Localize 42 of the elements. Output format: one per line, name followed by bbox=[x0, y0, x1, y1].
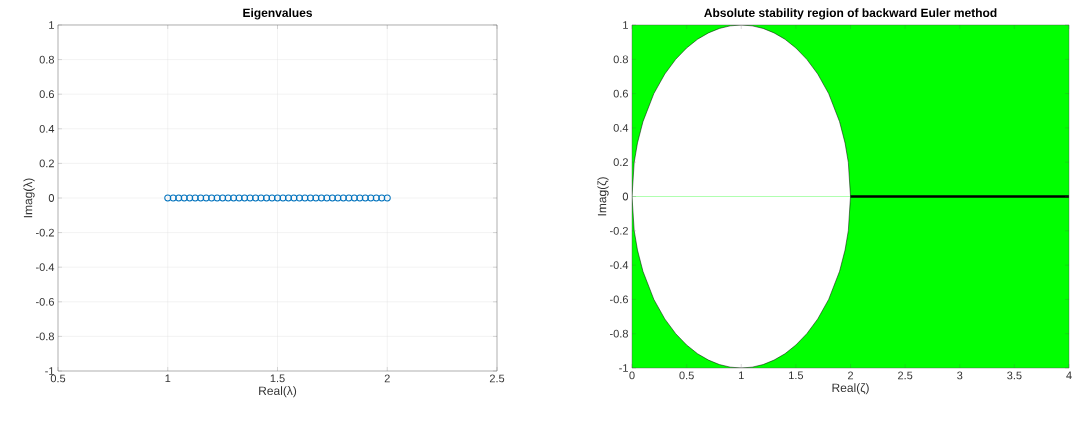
x-tick-label: 2.5 bbox=[489, 374, 505, 383]
y-tick-label: -0.8 bbox=[610, 329, 628, 338]
y-tick-label: 0.8 bbox=[613, 55, 628, 64]
y-tick-label: -0.2 bbox=[610, 226, 628, 235]
x-axis-title: Real(ζ) bbox=[832, 383, 869, 395]
y-axis-title: Imag(λ) bbox=[23, 178, 35, 218]
y-tick-label: -0.6 bbox=[610, 295, 628, 304]
x-tick-label: 2.5 bbox=[898, 371, 913, 380]
x-tick-label: 2 bbox=[848, 371, 854, 380]
chart-title: Eigenvalues bbox=[243, 8, 313, 20]
chart-title: Absolute stability region of backward Euler method bbox=[704, 8, 997, 20]
y-tick-label: 1 bbox=[623, 21, 628, 29]
y-tick-label: -0.4 bbox=[36, 263, 55, 272]
y-tick-label: -0.2 bbox=[36, 228, 54, 237]
x-tick-label: 2 bbox=[384, 374, 390, 383]
y-tick-label: 0.4 bbox=[613, 124, 629, 132]
x-tick-label: 1.5 bbox=[789, 371, 804, 380]
y-tick-label: 0 bbox=[48, 194, 55, 202]
y-tick-label: -0.4 bbox=[610, 261, 629, 269]
y-axis-title: Imag(ζ) bbox=[597, 177, 609, 216]
x-tick-label: 0.5 bbox=[679, 371, 694, 380]
y-tick-label: -1 bbox=[45, 367, 54, 375]
x-tick-label: 1 bbox=[739, 371, 744, 380]
x-tick-label: 0 bbox=[629, 371, 635, 380]
x-tick-label: 1.5 bbox=[270, 374, 285, 383]
x-tick-label: 0.5 bbox=[50, 374, 66, 383]
y-tick-label: -1 bbox=[619, 364, 628, 372]
x-axis-title: Real(λ) bbox=[259, 386, 297, 398]
y-tick-label: -0.8 bbox=[36, 332, 54, 341]
y-tick-label: 0.4 bbox=[39, 124, 55, 133]
y-tick-label: 0.2 bbox=[39, 159, 54, 168]
y-tick-label: 0.2 bbox=[613, 158, 628, 167]
y-tick-label: 0.6 bbox=[613, 89, 628, 98]
x-tick-label: 3.5 bbox=[1007, 371, 1022, 380]
y-tick-label: 0.6 bbox=[39, 90, 54, 99]
y-tick-label: 0.8 bbox=[39, 55, 54, 64]
x-tick-label: 3 bbox=[957, 371, 963, 380]
y-tick-label: -0.6 bbox=[36, 297, 54, 306]
y-tick-label: 1 bbox=[49, 21, 54, 29]
x-tick-label: 1 bbox=[165, 374, 171, 383]
y-tick-label: 0 bbox=[622, 192, 629, 201]
x-tick-label: 4 bbox=[1066, 371, 1072, 380]
